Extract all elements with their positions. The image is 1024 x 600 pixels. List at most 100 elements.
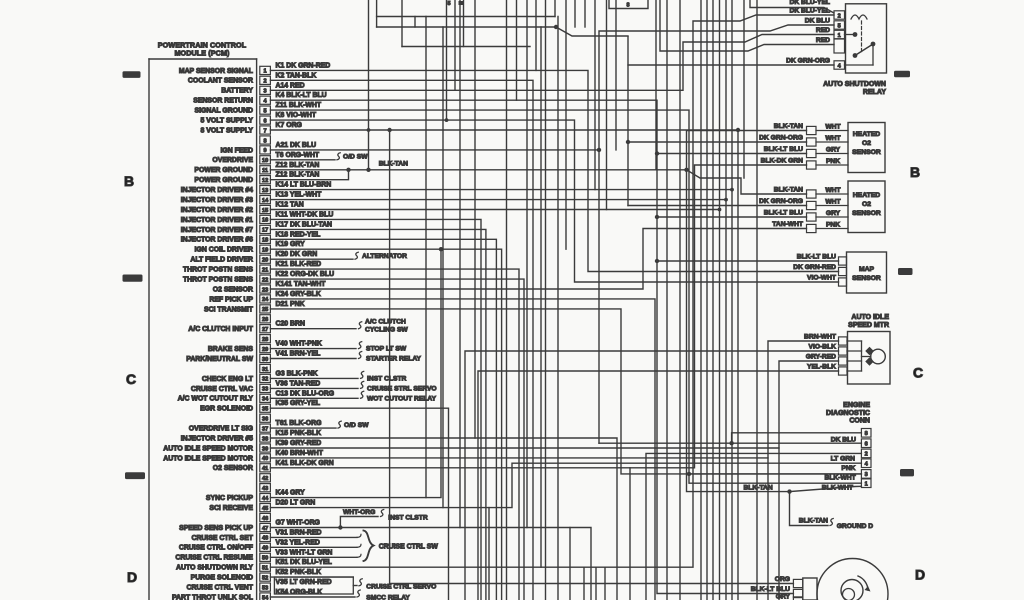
svg-text:BLK-TAN: BLK-TAN — [743, 485, 772, 492]
svg-text:K24 GRY-BLK: K24 GRY-BLK — [276, 291, 321, 298]
svg-text:DK BLU-YEL: DK BLU-YEL — [790, 0, 831, 6]
svg-text:A/C CLUTCH INPUT: A/C CLUTCH INPUT — [188, 326, 253, 333]
svg-text:28: 28 — [262, 337, 268, 343]
svg-text:17: 17 — [262, 228, 268, 234]
svg-text:V40 WHT-PNK: V40 WHT-PNK — [276, 341, 322, 348]
svg-text:37: 37 — [262, 426, 268, 432]
svg-text:MAP: MAP — [859, 266, 875, 273]
svg-text:K21 BLK-RED: K21 BLK-RED — [276, 261, 322, 268]
svg-text:A/C WOT CUTOUT RLY: A/C WOT CUTOUT RLY — [178, 396, 254, 403]
svg-text:K39 GRY-RED: K39 GRY-RED — [276, 440, 322, 447]
svg-text:DK GRN-RED: DK GRN-RED — [793, 264, 836, 271]
svg-text:8: 8 — [865, 431, 868, 437]
svg-text:2: 2 — [264, 79, 267, 85]
svg-text:V41 BRN-YEL: V41 BRN-YEL — [276, 351, 321, 358]
svg-text:2: 2 — [838, 13, 841, 19]
svg-text:INJECTOR DRIVER #4: INJECTOR DRIVER #4 — [181, 187, 253, 194]
svg-text:43: 43 — [262, 486, 268, 492]
svg-text:BLK-TAN: BLK-TAN — [799, 518, 828, 525]
svg-text:16: 16 — [262, 218, 268, 224]
svg-text:ORG: ORG — [775, 576, 790, 583]
svg-text:INJECTOR DRIVER #3: INJECTOR DRIVER #3 — [181, 197, 253, 204]
svg-text:D: D — [127, 569, 137, 585]
svg-text:K54 ORG-BLK: K54 ORG-BLK — [276, 589, 323, 596]
svg-text:BATTERY: BATTERY — [221, 88, 253, 95]
svg-text:V32 YEL-RED: V32 YEL-RED — [276, 539, 320, 546]
svg-text:15: 15 — [262, 208, 268, 214]
svg-text:INST CLSTR: INST CLSTR — [388, 515, 428, 522]
svg-text:3: 3 — [865, 472, 868, 478]
svg-text:INJECTOR DRIVER #2: INJECTOR DRIVER #2 — [181, 207, 253, 214]
svg-text:A14 RED: A14 RED — [276, 82, 305, 89]
svg-text:14: 14 — [262, 198, 269, 204]
svg-text:OVERDRIVE LT SIG: OVERDRIVE LT SIG — [189, 426, 253, 433]
svg-text:WHT: WHT — [825, 135, 841, 142]
svg-text:18: 18 — [262, 238, 268, 244]
svg-text:O/D SW: O/D SW — [344, 422, 369, 429]
svg-text:PNK: PNK — [841, 465, 855, 472]
svg-text:GRY: GRY — [776, 593, 791, 600]
svg-text:HEATED: HEATED — [853, 131, 881, 138]
svg-text:SCI RECEIVE: SCI RECEIVE — [209, 505, 253, 512]
svg-text:CRUISE CTRL VENT: CRUISE CTRL VENT — [187, 585, 254, 592]
svg-text:WHT: WHT — [825, 187, 841, 194]
svg-text:40: 40 — [262, 456, 268, 462]
svg-text:5: 5 — [447, 1, 450, 7]
svg-text:RELAY: RELAY — [863, 89, 886, 96]
svg-text:BLK-WHT: BLK-WHT — [824, 475, 856, 482]
svg-text:EGR SOLENOID: EGR SOLENOID — [200, 406, 253, 413]
svg-text:50: 50 — [262, 556, 268, 562]
svg-text:DK BLU: DK BLU — [831, 436, 856, 443]
svg-text:MODULE (PCM): MODULE (PCM) — [174, 49, 230, 58]
svg-text:BLK-TAN: BLK-TAN — [774, 186, 803, 193]
svg-text:WHT: WHT — [825, 199, 841, 206]
svg-text:K44 GRY: K44 GRY — [276, 490, 306, 497]
svg-text:BLK-TAN: BLK-TAN — [774, 123, 803, 130]
svg-text:C: C — [913, 365, 923, 381]
svg-text:32: 32 — [262, 377, 268, 383]
svg-text:39: 39 — [262, 446, 268, 452]
svg-text:GRY: GRY — [826, 147, 841, 154]
svg-text:CHECK ENG LT: CHECK ENG LT — [202, 376, 254, 383]
svg-text:K52 PNK-BLK: K52 PNK-BLK — [276, 569, 322, 576]
svg-text:K2 TAN-BLK: K2 TAN-BLK — [276, 72, 317, 79]
svg-text:K12 TAN: K12 TAN — [276, 202, 304, 209]
svg-text:34: 34 — [262, 397, 269, 403]
svg-text:K40 BRN-WHT: K40 BRN-WHT — [276, 450, 324, 457]
svg-text:K14 LT BLU-BRN: K14 LT BLU-BRN — [276, 182, 332, 189]
svg-text:D20 LT GRN: D20 LT GRN — [276, 500, 316, 507]
svg-text:O2: O2 — [862, 140, 871, 147]
svg-text:DK BLU-YEL: DK BLU-YEL — [790, 7, 831, 14]
svg-text:AUTO IDLE: AUTO IDLE — [851, 314, 889, 321]
svg-text:B: B — [124, 173, 134, 189]
svg-text:52: 52 — [262, 575, 268, 581]
svg-text:V35 LT GRN-RED: V35 LT GRN-RED — [276, 579, 332, 586]
svg-text:PART THROT UNLK SOL: PART THROT UNLK SOL — [172, 594, 253, 600]
svg-text:GROUND D: GROUND D — [837, 523, 874, 530]
svg-text:46: 46 — [262, 516, 268, 522]
svg-text:ALTERNATOR: ALTERNATOR — [362, 253, 407, 260]
svg-text:25: 25 — [262, 307, 268, 313]
svg-text:G3 BLK-PNK: G3 BLK-PNK — [276, 370, 318, 377]
svg-text:V31 BRN-RED: V31 BRN-RED — [276, 529, 322, 536]
svg-text:CRUISE CTRL SERVO: CRUISE CTRL SERVO — [366, 583, 436, 590]
svg-text:WHT-ORG: WHT-ORG — [343, 509, 375, 516]
svg-text:INJECTOR DRIVER #5: INJECTOR DRIVER #5 — [181, 435, 253, 442]
svg-text:B: B — [910, 164, 920, 180]
svg-text:23: 23 — [262, 287, 268, 293]
svg-text:K22 ORG-DK BLU: K22 ORG-DK BLU — [276, 271, 335, 278]
svg-text:WOT CUTOUT RELAY: WOT CUTOUT RELAY — [367, 395, 437, 402]
svg-text:SCI TRANSMIT: SCI TRANSMIT — [204, 306, 254, 313]
svg-text:DK GRN-ORG: DK GRN-ORG — [786, 57, 830, 64]
svg-text:3: 3 — [264, 89, 267, 95]
svg-text:11: 11 — [262, 168, 268, 174]
svg-text:A/C CLUTCH: A/C CLUTCH — [365, 318, 406, 325]
svg-text:54: 54 — [262, 595, 269, 600]
svg-text:CRUISE CTRL SET: CRUISE CTRL SET — [191, 535, 253, 542]
svg-text:T6 ORG-WHT: T6 ORG-WHT — [276, 152, 320, 159]
svg-text:STARTER RELAY: STARTER RELAY — [366, 356, 422, 363]
svg-text:8: 8 — [626, 3, 629, 9]
svg-text:21: 21 — [262, 267, 268, 273]
svg-text:COOLANT SENSOR: COOLANT SENSOR — [188, 78, 253, 85]
svg-text:K20 DK GRN: K20 DK GRN — [276, 251, 318, 258]
